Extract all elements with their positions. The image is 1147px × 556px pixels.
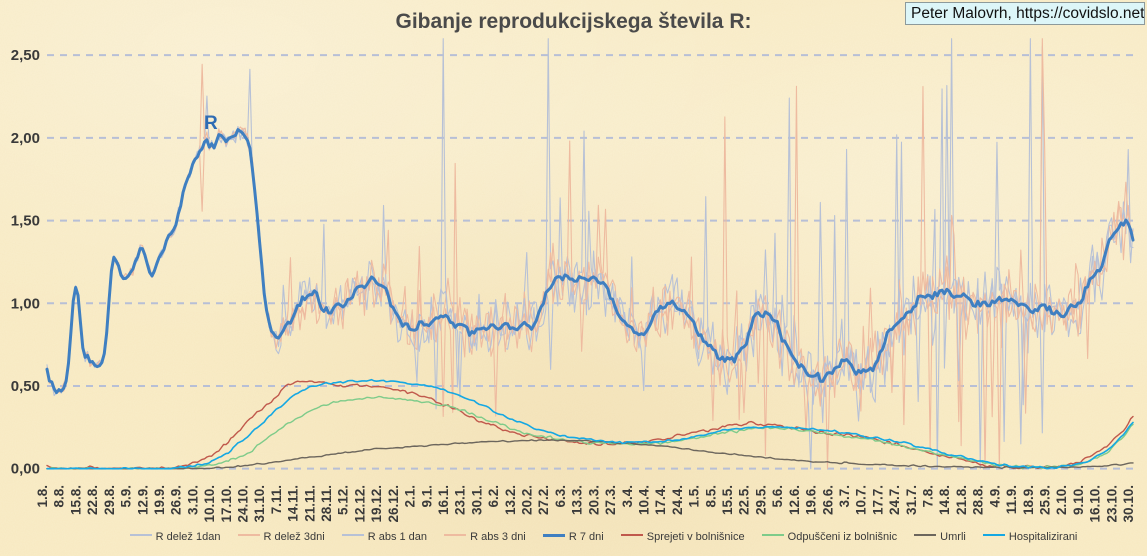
svg-text:3.10.: 3.10. (185, 485, 200, 515)
svg-text:31.10.: 31.10. (252, 485, 267, 523)
svg-text:27.3.: 27.3. (603, 485, 618, 515)
svg-text:17.7.: 17.7. (870, 485, 885, 515)
svg-text:14.8.: 14.8. (937, 485, 952, 515)
svg-text:1.8.: 1.8. (35, 485, 50, 508)
svg-text:12.6.: 12.6. (787, 485, 802, 515)
svg-text:26.12.: 26.12. (386, 485, 401, 523)
svg-text:19.12.: 19.12. (369, 485, 384, 523)
svg-text:25.9.: 25.9. (1037, 485, 1052, 515)
svg-text:10.10.: 10.10. (202, 485, 217, 523)
svg-text:13.2.: 13.2. (503, 485, 518, 515)
svg-text:20.2.: 20.2. (520, 485, 535, 515)
svg-text:R: R (204, 113, 218, 134)
svg-text:17.10.: 17.10. (219, 485, 234, 523)
svg-text:23.10.: 23.10. (1104, 485, 1119, 523)
svg-text:0,00: 0,00 (11, 461, 40, 478)
svg-text:3.7.: 3.7. (837, 485, 852, 508)
svg-text:2.10.: 2.10. (1054, 485, 1069, 515)
svg-text:16.10.: 16.10. (1088, 485, 1103, 523)
svg-text:2.1.: 2.1. (403, 485, 418, 508)
svg-text:19.6.: 19.6. (804, 485, 819, 515)
svg-text:4.9.: 4.9. (987, 485, 1002, 508)
svg-text:16.1.: 16.1. (436, 485, 451, 515)
svg-text:22.8.: 22.8. (85, 485, 100, 515)
svg-text:2,00: 2,00 (11, 130, 40, 147)
svg-text:24.7.: 24.7. (887, 485, 902, 515)
svg-text:8.5.: 8.5. (703, 485, 718, 508)
svg-text:30.1.: 30.1. (469, 485, 484, 515)
svg-text:6.3.: 6.3. (553, 485, 568, 508)
svg-text:12.12.: 12.12. (352, 485, 367, 523)
svg-text:9.10.: 9.10. (1071, 485, 1086, 515)
svg-text:5.9.: 5.9. (119, 485, 134, 508)
svg-text:26.6.: 26.6. (820, 485, 835, 515)
svg-text:15.8.: 15.8. (68, 485, 83, 515)
svg-text:12.9.: 12.9. (135, 485, 150, 515)
svg-text:15.5.: 15.5. (720, 485, 735, 515)
svg-text:10.4.: 10.4. (636, 485, 651, 515)
svg-text:5.12.: 5.12. (336, 485, 351, 515)
svg-text:29.8.: 29.8. (102, 485, 117, 515)
svg-text:7.11.: 7.11. (269, 485, 284, 514)
svg-text:29.5.: 29.5. (753, 485, 768, 515)
svg-text:30.10.: 30.10. (1121, 485, 1136, 523)
svg-text:14.11.: 14.11. (286, 485, 301, 522)
svg-text:28.8.: 28.8. (971, 485, 986, 515)
svg-text:24.4.: 24.4. (670, 485, 685, 515)
svg-text:1.5.: 1.5. (687, 485, 702, 508)
svg-text:18.9.: 18.9. (1021, 485, 1036, 515)
svg-text:28.11.: 28.11. (319, 485, 334, 522)
svg-text:22.5.: 22.5. (737, 485, 752, 515)
svg-text:21.8.: 21.8. (954, 485, 969, 515)
svg-text:31.7.: 31.7. (904, 485, 919, 515)
svg-text:2,50: 2,50 (11, 47, 40, 64)
svg-text:19.9.: 19.9. (152, 485, 167, 515)
svg-text:1,50: 1,50 (11, 213, 40, 230)
svg-text:10.7.: 10.7. (854, 485, 869, 515)
svg-text:21.11.: 21.11. (302, 485, 317, 522)
svg-text:20.3.: 20.3. (586, 485, 601, 515)
svg-text:7.8.: 7.8. (921, 485, 936, 508)
svg-text:23.1.: 23.1. (453, 485, 468, 515)
svg-text:17.4.: 17.4. (653, 485, 668, 515)
svg-text:1,00: 1,00 (11, 295, 40, 312)
svg-text:27.2.: 27.2. (536, 485, 551, 515)
svg-text:6.2.: 6.2. (486, 485, 501, 508)
svg-text:8.8.: 8.8. (52, 485, 67, 508)
svg-text:5.6.: 5.6. (770, 485, 785, 508)
svg-text:26.9.: 26.9. (169, 485, 184, 515)
svg-text:11.9.: 11.9. (1004, 485, 1019, 514)
svg-text:24.10.: 24.10. (235, 485, 250, 523)
svg-text:9.1.: 9.1. (419, 485, 434, 508)
svg-text:13.3.: 13.3. (570, 485, 585, 515)
svg-text:0,50: 0,50 (11, 378, 40, 395)
svg-text:3.4.: 3.4. (620, 485, 635, 508)
